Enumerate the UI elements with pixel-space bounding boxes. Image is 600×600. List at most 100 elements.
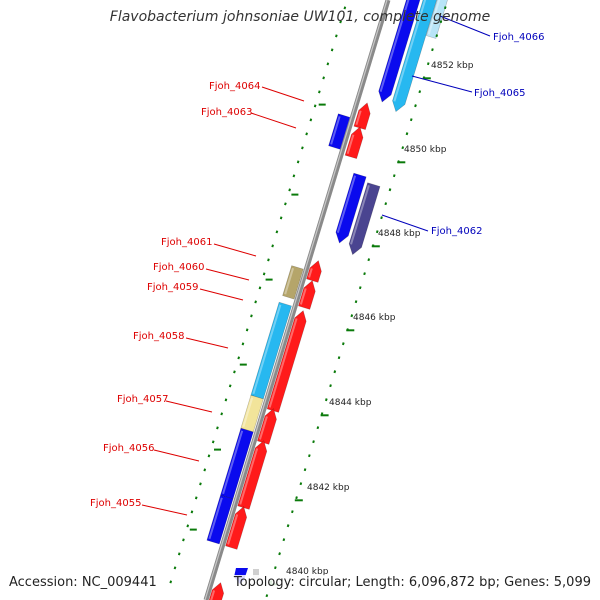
gene-fjoh-4058-red[interactable] bbox=[266, 310, 307, 413]
left-scale-dot bbox=[318, 90, 321, 94]
gene-fjoh-4063-shine bbox=[330, 116, 341, 145]
left-scale-dot bbox=[177, 552, 181, 556]
gene-fjoh-4057-shine bbox=[242, 397, 254, 428]
left-scale-dot bbox=[288, 188, 291, 192]
kbp-label-4840: 4840 kbp bbox=[286, 567, 329, 577]
gene-label-fjoh-4055[interactable]: Fjoh_4055 bbox=[90, 498, 141, 509]
gene-fjoh-4063-b-shine bbox=[346, 134, 355, 155]
gene-fjoh-4060-shine bbox=[308, 268, 313, 278]
gene-fjoh-4058-shine bbox=[252, 304, 282, 395]
left-scale-dot bbox=[233, 370, 236, 374]
gene-fjoh-4059-shine bbox=[299, 288, 307, 305]
callout-4058 bbox=[185, 337, 229, 349]
gene-fjoh-4061[interactable] bbox=[282, 265, 304, 300]
right-scale-dot bbox=[299, 482, 303, 486]
left-scale-dot bbox=[339, 20, 342, 24]
gene-fjoh-4055-red[interactable] bbox=[225, 506, 248, 550]
kbp-label-4848: 4848 kbp bbox=[378, 229, 421, 239]
right-scale-dot bbox=[392, 174, 396, 178]
left-scale-dot bbox=[335, 34, 338, 38]
left-scale-dot bbox=[216, 426, 219, 430]
right-scale-dot bbox=[354, 300, 358, 304]
gene-fjoh-4066-top[interactable] bbox=[425, 0, 451, 39]
kbp-label-4850: 4850 kbp bbox=[404, 145, 447, 155]
left-scale-dot bbox=[173, 566, 177, 570]
gene-fjoh-4059[interactable] bbox=[298, 280, 316, 310]
callout-4060 bbox=[205, 268, 250, 281]
right-scale-dot bbox=[426, 62, 430, 66]
gene-label-fjoh-4063[interactable]: Fjoh_4063 bbox=[201, 107, 252, 118]
gene-label-fjoh-4056[interactable]: Fjoh_4056 bbox=[103, 443, 154, 454]
left-scale-dot bbox=[343, 6, 347, 10]
right-scale-dot bbox=[312, 440, 315, 444]
gene-fjoh-4062-shine bbox=[350, 185, 370, 245]
gene-fjoh-4062[interactable] bbox=[348, 182, 381, 256]
right-scale-dot bbox=[333, 370, 337, 374]
right-scale-dot bbox=[405, 132, 409, 136]
right-scale-dot bbox=[380, 216, 383, 220]
gene-label-fjoh-4060[interactable]: Fjoh_4060 bbox=[153, 262, 204, 273]
gene-fjoh-4064[interactable] bbox=[353, 102, 371, 130]
right-scale-dot bbox=[431, 48, 434, 52]
left-scale-dot bbox=[182, 538, 185, 542]
left-scale-dot bbox=[199, 482, 202, 486]
right-scale-dot bbox=[414, 104, 417, 108]
gene-label-fjoh-4057[interactable]: Fjoh_4057 bbox=[117, 394, 168, 405]
gene-label-fjoh-4064[interactable]: Fjoh_4064 bbox=[209, 81, 260, 92]
right-scale-dot bbox=[363, 272, 366, 276]
gene-label-fjoh-4062[interactable]: Fjoh_4062 bbox=[431, 226, 482, 237]
gene-fjoh-4065[interactable] bbox=[392, 0, 439, 113]
right-scale-dot bbox=[358, 286, 362, 290]
callout-4064 bbox=[261, 86, 305, 102]
left-scale-dot bbox=[326, 62, 330, 66]
left-scale-dot bbox=[262, 272, 266, 276]
callout-4063 bbox=[250, 112, 297, 129]
left-scale-dot bbox=[241, 342, 245, 346]
left-scale-dot bbox=[237, 356, 241, 360]
right-scale-dot bbox=[350, 314, 354, 318]
gene-label-fjoh-4065[interactable]: Fjoh_4065 bbox=[474, 88, 525, 99]
left-scale-dot bbox=[258, 286, 262, 290]
right-scale-dot bbox=[308, 454, 311, 458]
left-scale-dot bbox=[267, 258, 270, 262]
gene-features bbox=[206, 0, 451, 600]
right-scale-dot bbox=[384, 202, 388, 206]
gene-label-fjoh-4059[interactable]: Fjoh_4059 bbox=[147, 282, 198, 293]
callout-4057 bbox=[165, 400, 213, 413]
left-scale-dot bbox=[313, 104, 317, 108]
gene-fjoh-4065-shine bbox=[393, 0, 427, 102]
right-scale-dot bbox=[295, 496, 298, 500]
left-scale-dot bbox=[284, 202, 287, 206]
gene-fjoh-4056-shine bbox=[222, 430, 244, 495]
gene-fjoh-4063-b[interactable] bbox=[344, 126, 364, 159]
right-scale-dot bbox=[337, 356, 341, 360]
left-scale-dot bbox=[330, 48, 334, 52]
right-scale-dot bbox=[265, 594, 269, 598]
right-scale-dot bbox=[278, 552, 281, 556]
kbp-label-4852: 4852 kbp bbox=[431, 61, 474, 71]
gene-label-fjoh-4058[interactable]: Fjoh_4058 bbox=[133, 331, 184, 342]
left-scale-dot bbox=[271, 244, 274, 248]
gene-fjoh-4062-a[interactable] bbox=[335, 172, 367, 244]
gene-fjoh-4060[interactable] bbox=[306, 260, 322, 283]
summary-text: Topology: circular; Length: 6,096,872 bp… bbox=[233, 575, 591, 590]
gene-fjoh-4055[interactable] bbox=[206, 494, 234, 545]
gene-fjoh-4057-red[interactable] bbox=[257, 408, 277, 445]
left-scale-dot bbox=[292, 174, 296, 178]
gene-fjoh-4056-red[interactable] bbox=[237, 440, 268, 510]
gene-label-fjoh-4066[interactable]: Fjoh_4066 bbox=[493, 32, 544, 43]
left-scale-dot bbox=[207, 454, 211, 458]
right-scale-dot bbox=[316, 426, 320, 430]
map-title: Flavobacterium johnsoniae UW101, complet… bbox=[109, 9, 491, 25]
gene-fjoh-4058-red-shine bbox=[268, 318, 298, 408]
right-scale-dot bbox=[401, 146, 405, 150]
right-scale-dot bbox=[388, 188, 392, 192]
gene-fjoh-4054-red[interactable] bbox=[206, 582, 225, 600]
gene-fjoh-4057-red-shine bbox=[258, 416, 268, 440]
left-scale-dot bbox=[228, 384, 232, 388]
gene-fjoh-4066[interactable] bbox=[378, 0, 424, 103]
callout-4061 bbox=[213, 243, 257, 257]
gene-label-fjoh-4061[interactable]: Fjoh_4061 bbox=[161, 237, 212, 248]
gene-fjoh-4055-shine bbox=[208, 497, 223, 540]
genome-backbone-highlight bbox=[204, 0, 388, 600]
